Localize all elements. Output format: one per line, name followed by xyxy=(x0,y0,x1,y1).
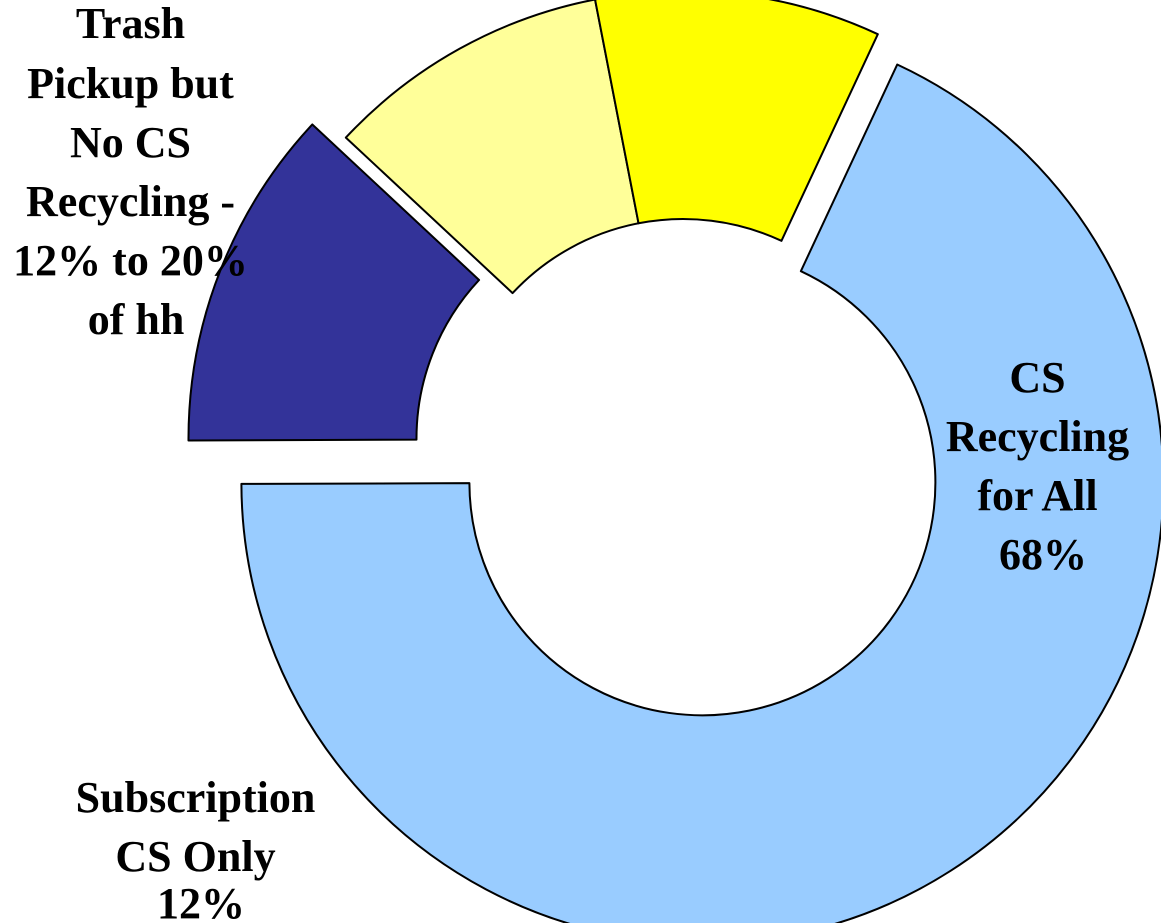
chart-slice-3 xyxy=(594,0,879,242)
group-label-line: 12% to 20% xyxy=(13,236,248,285)
slice-label-line: CS Only xyxy=(115,832,275,881)
slice-label-subscription: Subscription CS Only 12% xyxy=(76,773,327,923)
slice-label-line: 12% xyxy=(157,879,245,923)
group-label-line: Trash xyxy=(76,0,185,48)
slice-label-line: 68% xyxy=(999,530,1087,579)
chart-slice-2 xyxy=(344,0,640,295)
slice-label-line: Recycling xyxy=(946,412,1129,461)
group-label-line: No CS xyxy=(70,118,191,167)
group-label-line: of hh xyxy=(88,295,185,344)
chart-slice-1 xyxy=(187,123,481,442)
slice-label-line: CS xyxy=(1009,353,1065,402)
group-label-line: Pickup but xyxy=(27,59,234,108)
chart-slices xyxy=(187,0,1161,923)
slice-label-line: for All xyxy=(977,471,1097,520)
slice-label-cs-recycling: CS Recycling for All 68% xyxy=(946,353,1140,579)
slice-label-line: Subscription xyxy=(76,773,316,822)
group-label-line: Recycling - xyxy=(26,177,235,226)
group-label-trash-pickup: Trash Pickup but No CS Recycling - 12% t… xyxy=(13,0,259,344)
chart-slice-0 xyxy=(240,63,1161,923)
